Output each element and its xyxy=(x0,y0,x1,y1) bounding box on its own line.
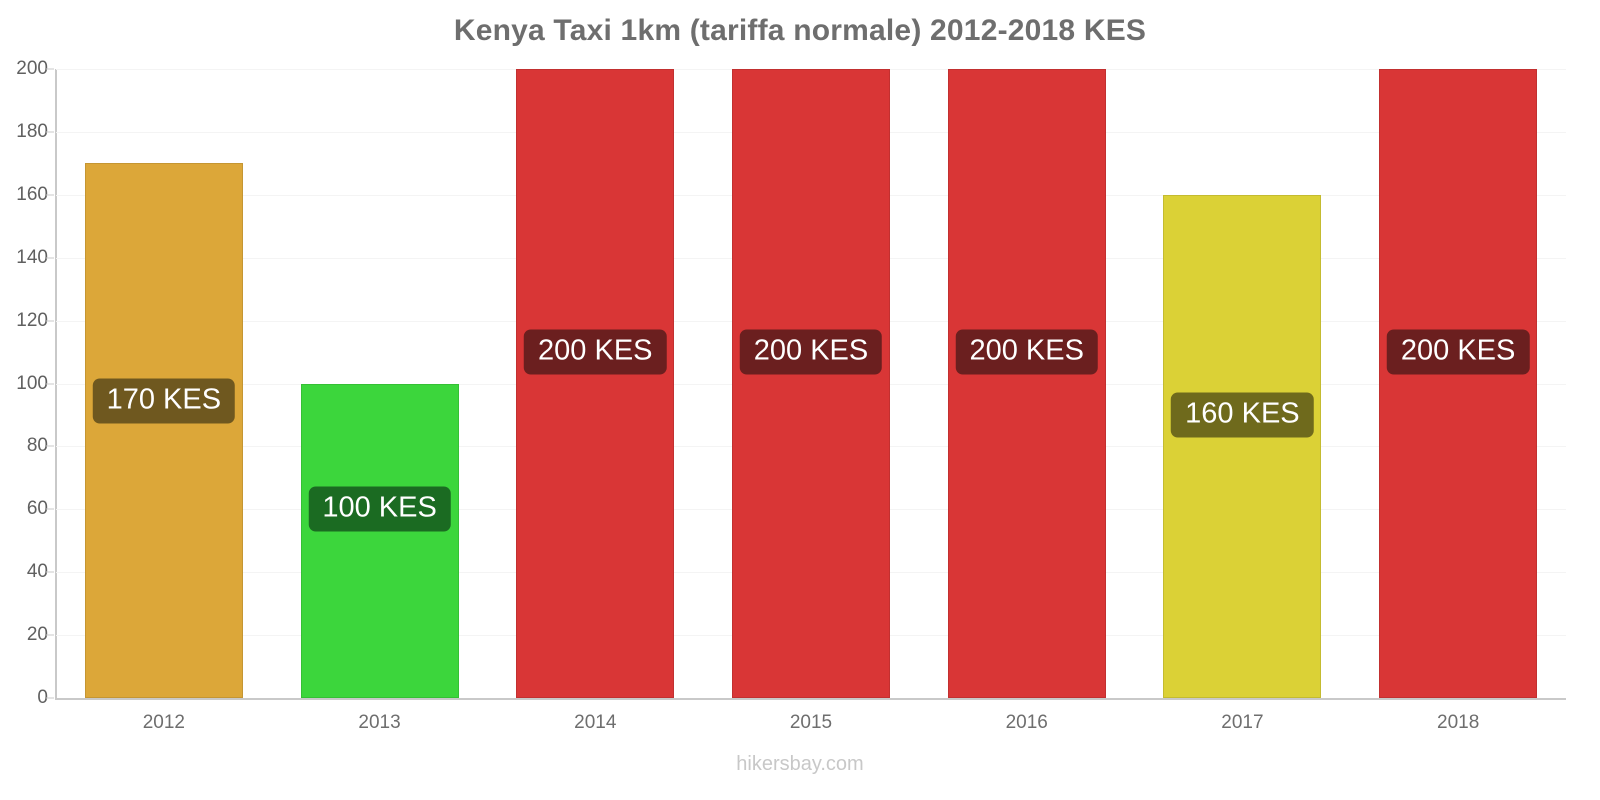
plot-area xyxy=(56,69,1566,700)
bar-value-label: 200 KES xyxy=(524,329,667,375)
bar-value-label: 100 KES xyxy=(308,486,451,532)
bar-fill xyxy=(516,69,675,698)
y-axis-tick-mark xyxy=(46,257,54,259)
bar-fill xyxy=(1379,69,1538,698)
y-axis-tick-mark xyxy=(46,68,54,70)
y-axis-tick-label: 20 xyxy=(26,624,48,646)
y-axis-tick-mark xyxy=(46,571,54,573)
bar-fill xyxy=(732,69,890,698)
y-axis-tick-label: 200 xyxy=(16,58,48,79)
x-axis-tick-label: 2012 xyxy=(142,712,185,733)
y-axis-tick-mark xyxy=(46,131,54,133)
bar-fill xyxy=(84,163,243,698)
footer-credit: hikersbay.com xyxy=(736,753,864,775)
y-axis-tick-label: 160 xyxy=(16,183,48,205)
y-axis-tick-label: 40 xyxy=(26,561,48,583)
bar-fill xyxy=(947,69,1106,698)
x-axis-tick-label: 2017 xyxy=(1221,712,1264,733)
chart-title: Kenya Taxi 1km (tariffa normale) 2012-20… xyxy=(453,14,1147,47)
y-axis-tick-label: 140 xyxy=(16,246,48,268)
bar[interactable] xyxy=(1379,69,1538,698)
x-axis-tick-label: 2018 xyxy=(1437,712,1480,733)
bar-value-label: 160 KES xyxy=(1171,392,1314,438)
x-axis-tick-label: 2016 xyxy=(1005,712,1048,733)
y-axis-tick-mark xyxy=(46,194,54,196)
bar[interactable] xyxy=(300,383,459,698)
y-axis-tick-mark xyxy=(46,320,54,322)
x-axis-baseline xyxy=(56,698,1566,700)
x-axis-tick-label: 2014 xyxy=(574,712,617,733)
y-axis-tick-mark xyxy=(46,445,54,447)
bar[interactable] xyxy=(84,163,243,698)
bar-value-label: 170 KES xyxy=(92,378,236,424)
bar-fill xyxy=(300,383,459,698)
bar-value-label: 200 KES xyxy=(1386,329,1530,375)
bar-value-label: 200 KES xyxy=(955,329,1098,375)
bar-fill xyxy=(1163,194,1322,698)
y-axis-tick-label: 100 xyxy=(16,372,48,394)
y-axis-tick-mark xyxy=(46,383,54,384)
bar[interactable] xyxy=(1163,194,1322,698)
x-axis-tick-label: 2015 xyxy=(789,712,833,733)
bar[interactable] xyxy=(947,69,1106,698)
y-axis-tick-label: 80 xyxy=(26,435,48,457)
y-axis-tick-label: 0 xyxy=(37,687,48,708)
y-axis-tick-label: 60 xyxy=(26,498,48,520)
y-axis-tick-label: 180 xyxy=(16,120,48,142)
y-axis-tick-mark xyxy=(46,508,54,510)
y-axis-tick-label: 120 xyxy=(16,309,48,331)
y-axis-tick-mark xyxy=(46,634,54,636)
bar[interactable] xyxy=(732,69,890,698)
bar[interactable] xyxy=(516,69,675,698)
y-axis-line xyxy=(55,69,57,700)
y-axis-tick-mark xyxy=(46,697,54,699)
x-axis-tick-label: 2013 xyxy=(358,712,401,733)
bar-value-label: 200 KES xyxy=(739,329,883,375)
